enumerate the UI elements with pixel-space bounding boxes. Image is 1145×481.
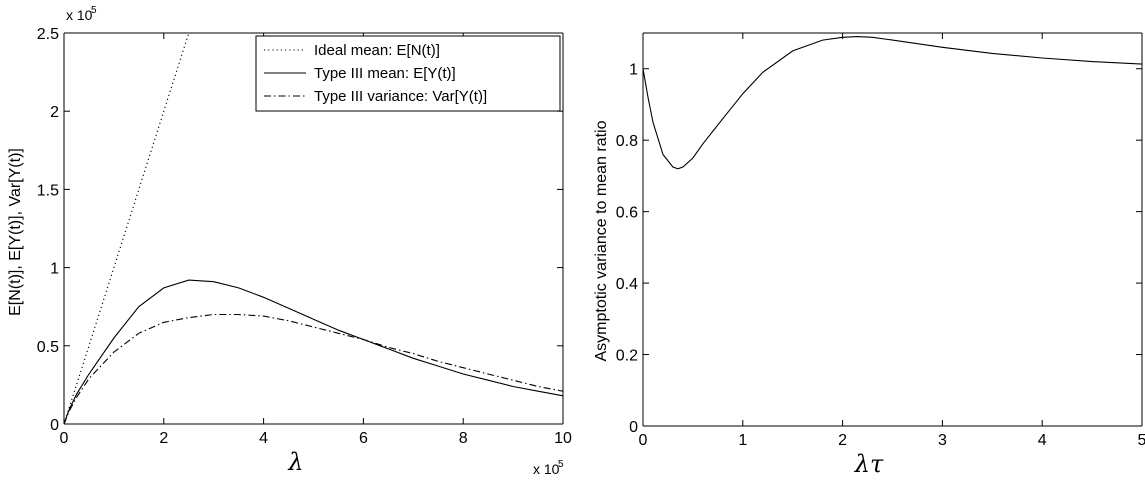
- x-tick-label: 6: [359, 430, 368, 447]
- x-axis-label: λτ: [854, 450, 884, 478]
- y-tick-label: 2.5: [37, 26, 59, 43]
- x-tick-label: 0: [60, 430, 69, 447]
- x-tick-label: 10: [554, 430, 572, 447]
- legend-label-3: Type III variance: Var[Y(t)]: [314, 88, 487, 105]
- x-multiplier: x 10: [533, 461, 560, 477]
- x-multiplier-exp: 5: [558, 459, 564, 470]
- series-line-2: [63, 279, 564, 425]
- legend-box: [255, 35, 561, 112]
- y-tick-label: 1.5: [37, 182, 59, 199]
- x-axis-label: λ: [287, 448, 303, 476]
- y-tick-label: 0: [50, 417, 59, 434]
- right-chart: 0 1 2 3 4 5 0 0.2 0.4 0.6 0.8 1 λτ Asymptotic varianc…: [593, 32, 1145, 478]
- y-axis-label: E[N(t)], E[Y(t)], Var[Y(t)]: [7, 148, 24, 316]
- y-tick-label: 0: [629, 419, 638, 436]
- x-tick-label: 3: [938, 432, 947, 449]
- y-tick-label: 1: [50, 261, 59, 278]
- y-tick-label: 0.2: [616, 348, 638, 365]
- x-tick-label: 2: [159, 430, 168, 447]
- legend-label-1: Ideal mean: E[N(t)]: [314, 42, 440, 59]
- y-multiplier-exp: 5: [91, 5, 97, 16]
- x-tick-label: 4: [1038, 432, 1047, 449]
- y-tick-label: 1: [629, 62, 638, 79]
- x-tick-label: 2: [838, 432, 847, 449]
- x-tick-label: 0: [639, 432, 648, 449]
- y-tick-label: 0.8: [616, 133, 638, 150]
- y-axis-label: Asymptotic variance to mean ratio: [593, 120, 610, 361]
- y-tick-label: 2: [50, 104, 59, 121]
- y-tick-label: 0.5: [37, 339, 59, 356]
- series-line-1: [642, 36, 1143, 170]
- x-tick-label: 8: [459, 430, 468, 447]
- x-tick-label: 1: [738, 432, 747, 449]
- y-tick-label: 0.6: [616, 205, 638, 222]
- legend-label-2: Type III mean: E[Y(t)]: [314, 65, 456, 82]
- series-line-1: [63, 32, 190, 425]
- x-tick-label: 5: [1138, 432, 1145, 449]
- x-tick-label: 4: [259, 430, 268, 447]
- y-tick-label: 0.4: [616, 276, 638, 293]
- series-line-3: [63, 313, 564, 425]
- y-multiplier: x 10: [66, 7, 93, 23]
